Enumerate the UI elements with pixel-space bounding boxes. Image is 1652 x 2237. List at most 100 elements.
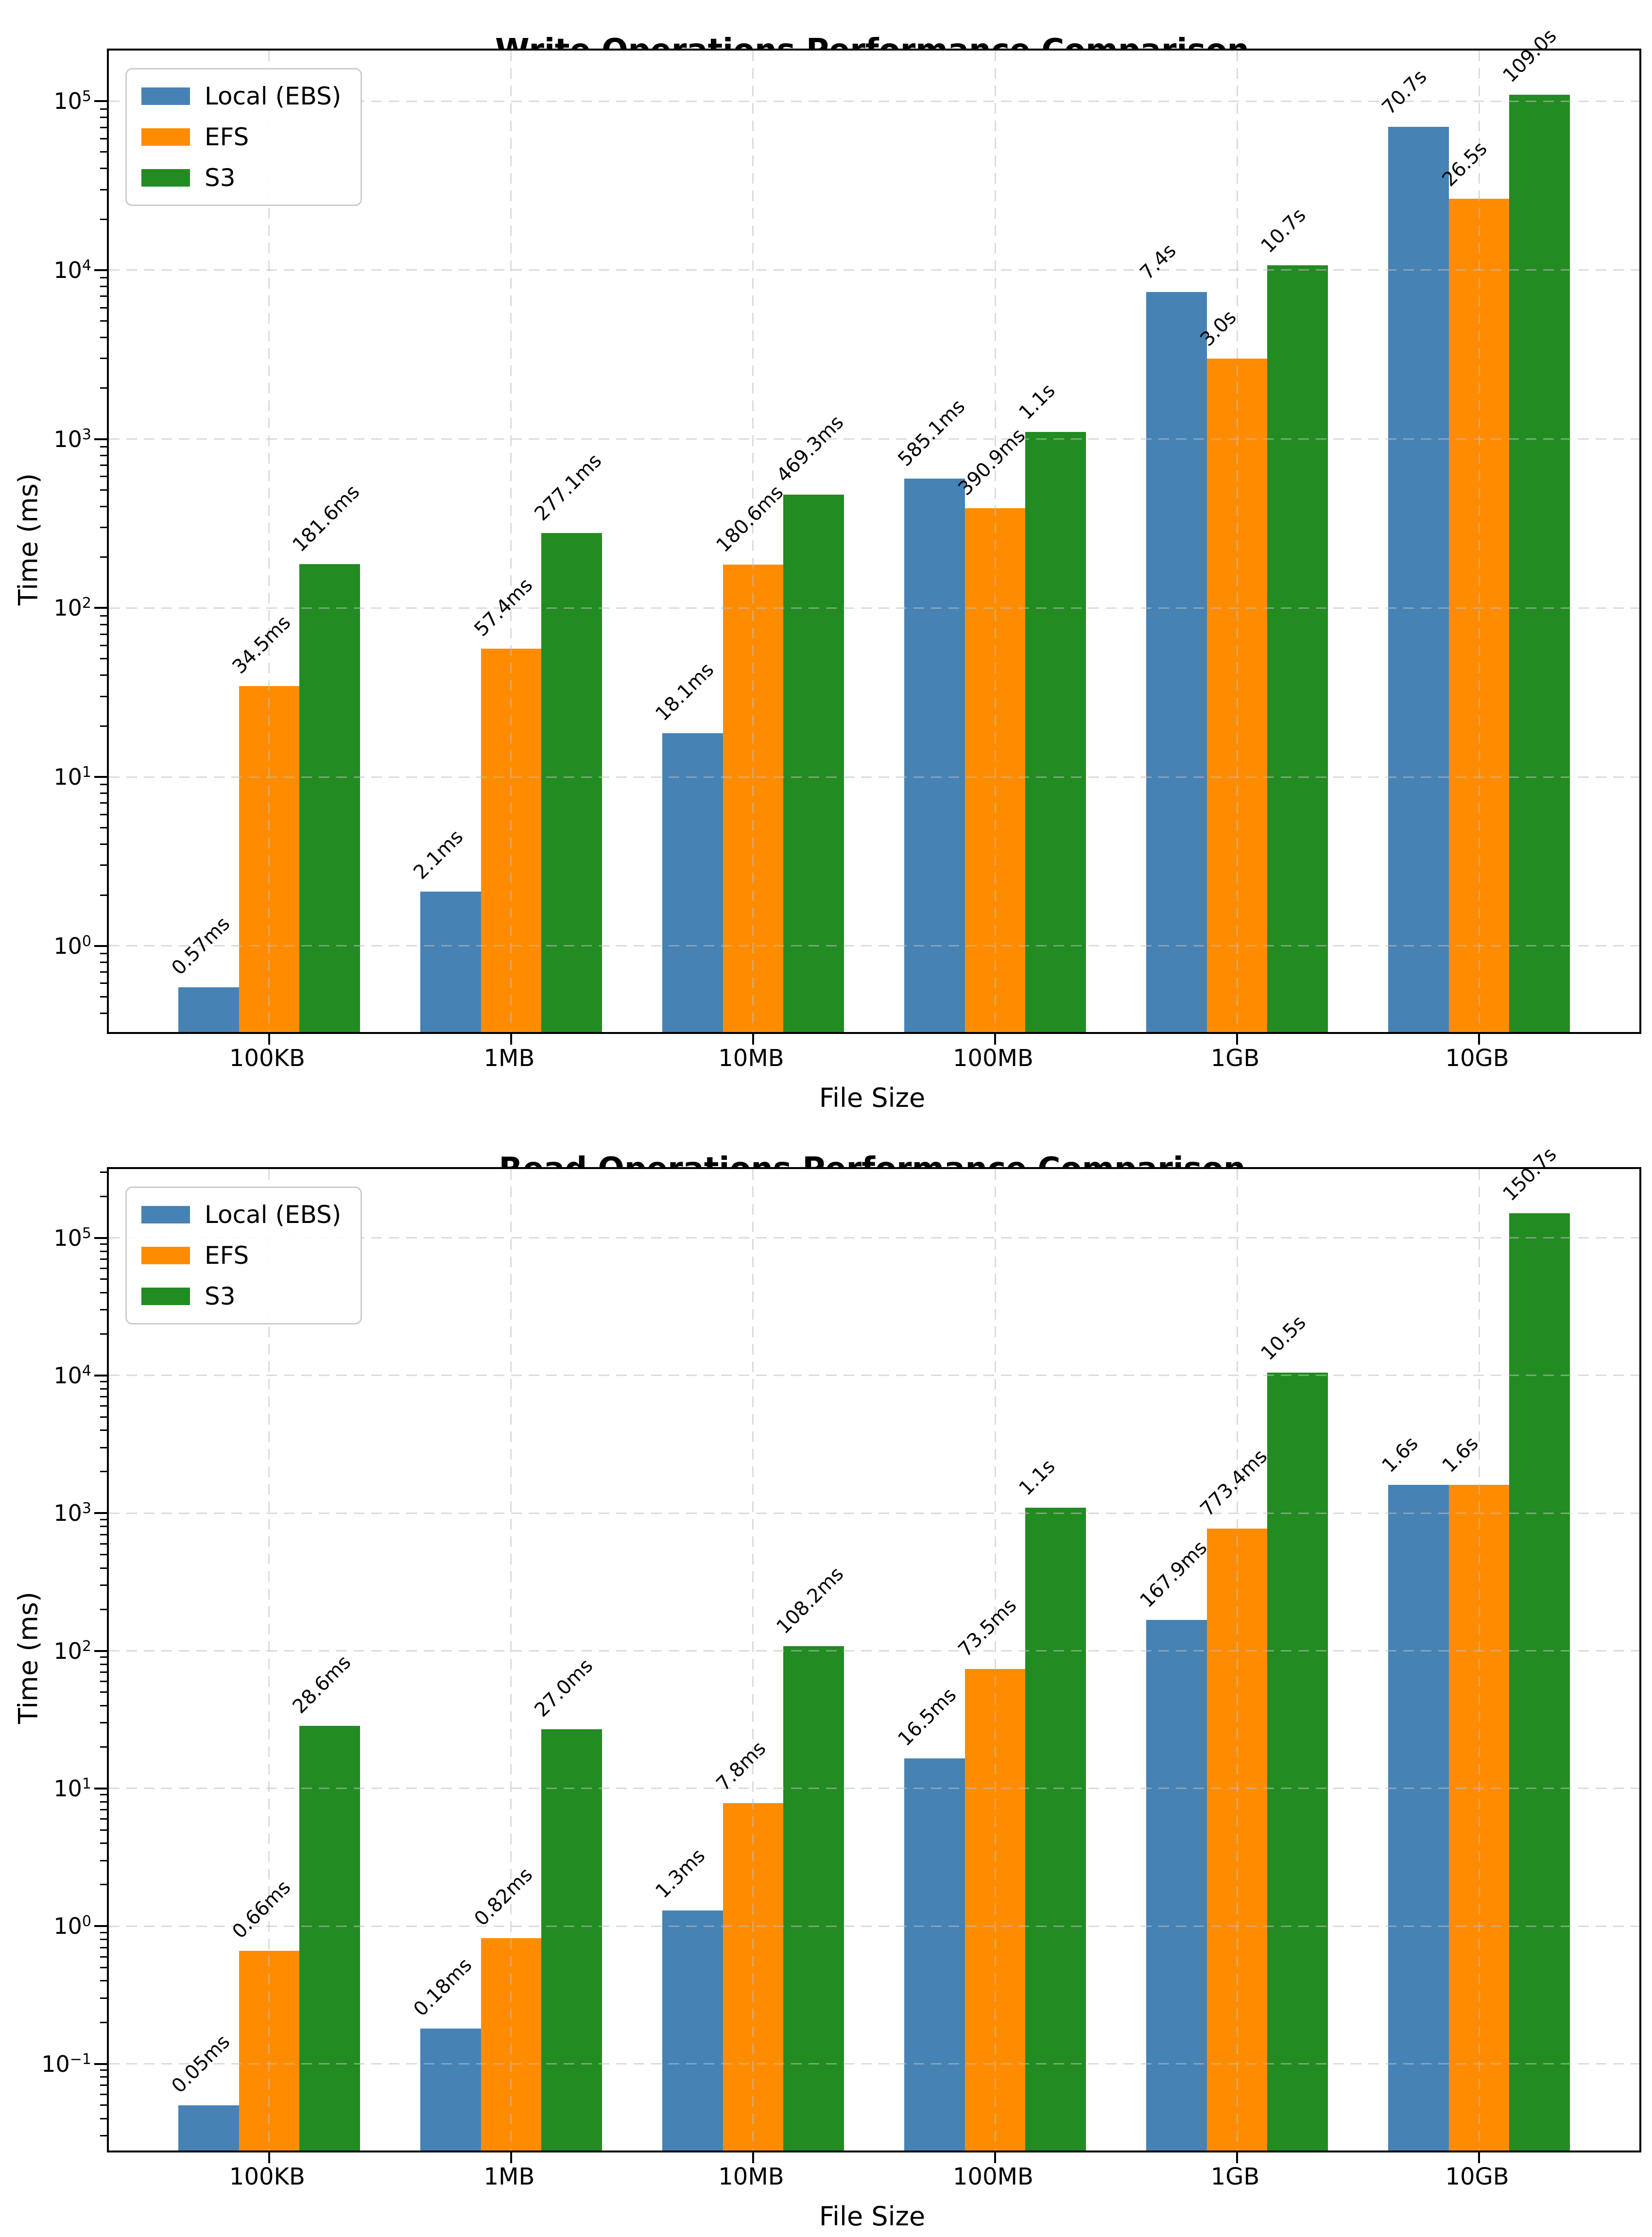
horizontal-gridline [109, 945, 1639, 947]
y-axis-tick [94, 1512, 107, 1514]
bar-value-label: 2.1ms [409, 825, 468, 884]
horizontal-gridline [109, 2063, 1639, 2065]
y-axis-minor-tick [100, 623, 107, 625]
legend-item-efs: EFS [141, 1241, 341, 1270]
y-axis-minor-tick [100, 1956, 107, 1958]
bar-s3-10gb [1509, 95, 1570, 1032]
y-axis-minor-tick [100, 615, 107, 617]
y-axis-minor-tick [100, 1567, 107, 1569]
y-axis-minor-tick [100, 1309, 107, 1311]
bar-value-label: 27.0ms [530, 1654, 598, 1721]
y-axis-minor-tick [100, 864, 107, 866]
y-axis-tick-label: 104 [53, 1362, 91, 1389]
y-axis-minor-tick [100, 725, 107, 727]
bar-local-ebs--10gb [1388, 126, 1449, 1032]
vertical-gridline [510, 1169, 512, 2151]
y-axis-minor-tick [100, 1012, 107, 1014]
legend-label-s3: S3 [205, 1282, 236, 1310]
bar-value-label: 167.9ms [1135, 1536, 1211, 1612]
y-axis-tick [94, 776, 107, 778]
bar-s3-100kb [299, 564, 360, 1032]
bar-value-label: 7.8ms [712, 1737, 771, 1796]
legend: Local (EBS) EFS S3 [125, 1187, 362, 1325]
bar-value-label: 773.4ms [1196, 1445, 1272, 1521]
legend-label-s3: S3 [205, 164, 236, 192]
y-axis-minor-tick [100, 1663, 107, 1665]
y-axis-minor-tick [100, 1268, 107, 1269]
bar-value-label: 585.1ms [893, 395, 969, 471]
bar-local-ebs--1mb [420, 2029, 481, 2151]
write-operations-chart: Write Operations Performance Comparison … [0, 0, 1652, 1118]
y-axis-minor-tick [100, 827, 107, 829]
legend-item-local-ebs: Local (EBS) [141, 82, 341, 110]
x-axis-tick-label: 10GB [1445, 2163, 1509, 2190]
y-axis-tick [94, 1925, 107, 1927]
bar-local-ebs--100mb [904, 1758, 965, 2151]
legend-label-efs: EFS [205, 1241, 249, 1270]
bar-s3-10mb [783, 1646, 844, 2151]
y-axis-minor-tick [100, 1258, 107, 1260]
y-axis-minor-tick [100, 2104, 107, 2106]
bar-value-label: 469.3ms [772, 411, 848, 487]
y-axis-minor-tick [100, 1859, 107, 1861]
y-axis-minor-tick [100, 454, 107, 456]
bar-local-ebs--10gb [1388, 1485, 1449, 2151]
x-axis-tick-label: 100KB [229, 2163, 305, 2190]
plot-area: Local (EBS) EFS S3 0.05ms 0.18ms 1.3ms 16.5… [41, 1143, 1641, 2163]
y-axis-minor-tick [100, 489, 107, 491]
x-axis-label: File Size [819, 2201, 926, 2232]
y-axis-minor-tick [100, 813, 107, 815]
vertical-gridline [268, 51, 270, 1032]
y-axis-minor-tick [100, 446, 107, 448]
y-axis-minor-tick [100, 138, 107, 139]
y-axis-minor-tick [100, 1722, 107, 1724]
x-axis-tick [1478, 2151, 1480, 2163]
y-axis-tick [94, 2063, 107, 2065]
y-axis-minor-tick [100, 1801, 107, 1803]
y-axis-minor-tick [100, 1746, 107, 1748]
y-axis-tick [94, 1650, 107, 1652]
y-axis-minor-tick [100, 1381, 107, 1383]
y-axis-minor-tick [100, 1195, 107, 1197]
y-axis-minor-tick [100, 1829, 107, 1831]
y-axis-minor-tick [100, 1518, 107, 1520]
bar-value-label: 1.6s [1377, 1432, 1423, 1478]
bar-value-label: 1.1s [1014, 379, 1060, 425]
bar-value-label: 181.6ms [288, 481, 364, 557]
bar-value-label: 34.5ms [228, 611, 295, 679]
y-axis-minor-tick [100, 2069, 107, 2071]
y-axis-minor-tick [100, 1966, 107, 1968]
y-axis-minor-tick [100, 1554, 107, 1556]
bar-s3-100mb [1025, 1507, 1086, 2151]
x-axis-tick-label: 10GB [1445, 1045, 1509, 1072]
y-axis-minor-tick [100, 2093, 107, 2095]
vertical-gridline [752, 51, 754, 1032]
horizontal-gridline [109, 776, 1639, 778]
y-axis-minor-tick [100, 108, 107, 110]
y-axis-minor-tick [100, 126, 107, 128]
y-axis-minor-tick [100, 2117, 107, 2119]
horizontal-gridline [109, 1925, 1639, 1927]
y-axis-minor-tick [100, 1171, 107, 1173]
legend-swatch-s3 [141, 169, 190, 187]
legend-swatch-efs [141, 1247, 190, 1264]
y-axis-minor-tick [100, 526, 107, 528]
bar-local-ebs--10mb [662, 1910, 723, 2151]
y-axis-minor-tick [100, 277, 107, 279]
bar-s3-1mb [541, 533, 602, 1032]
y-axis-minor-tick [100, 792, 107, 794]
horizontal-gridline [109, 1650, 1639, 1652]
y-axis-minor-tick [100, 1671, 107, 1673]
bar-local-ebs--1mb [420, 891, 481, 1032]
horizontal-gridline [109, 1237, 1639, 1239]
horizontal-gridline [109, 269, 1639, 271]
y-axis-minor-tick [100, 1608, 107, 1610]
bar-value-label: 7.4s [1135, 240, 1181, 285]
x-axis-tick-label: 1MB [483, 1045, 535, 1072]
x-axis-tick-label: 1GB [1210, 1045, 1260, 1072]
y-axis-minor-tick [100, 320, 107, 322]
y-axis-minor-tick [100, 1997, 107, 1999]
y-axis-minor-tick [100, 1691, 107, 1693]
y-axis-minor-tick [100, 307, 107, 309]
legend-swatch-local-ebs [141, 1206, 190, 1223]
